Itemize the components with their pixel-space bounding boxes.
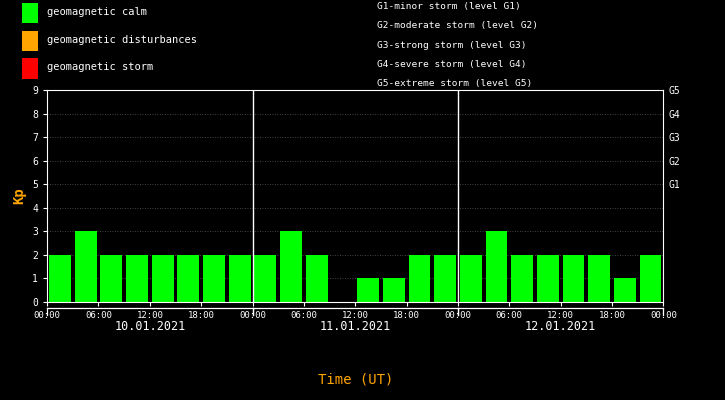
Text: G1-minor storm (level G1): G1-minor storm (level G1): [377, 2, 521, 11]
Bar: [152, 255, 173, 302]
Text: geomagnetic disturbances: geomagnetic disturbances: [47, 35, 197, 45]
Bar: [306, 255, 328, 302]
Text: G3-strong storm (level G3): G3-strong storm (level G3): [377, 40, 526, 50]
Bar: [22, 31, 38, 51]
Bar: [357, 278, 379, 302]
Text: 10.01.2021: 10.01.2021: [115, 320, 186, 334]
Bar: [408, 255, 431, 302]
Bar: [537, 255, 559, 302]
Text: geomagnetic storm: geomagnetic storm: [47, 62, 154, 72]
Text: geomagnetic calm: geomagnetic calm: [47, 7, 147, 17]
Bar: [22, 58, 38, 79]
Bar: [639, 255, 661, 302]
Bar: [460, 255, 481, 302]
Bar: [563, 255, 584, 302]
Bar: [100, 255, 123, 302]
Bar: [49, 255, 71, 302]
Bar: [126, 255, 148, 302]
Bar: [614, 278, 636, 302]
Text: 12.01.2021: 12.01.2021: [525, 320, 596, 334]
Y-axis label: Kp: Kp: [12, 188, 27, 204]
Bar: [178, 255, 199, 302]
Text: G4-severe storm (level G4): G4-severe storm (level G4): [377, 60, 526, 69]
Bar: [588, 255, 610, 302]
Bar: [486, 231, 508, 302]
Bar: [203, 255, 225, 302]
Bar: [229, 255, 251, 302]
Bar: [434, 255, 456, 302]
Text: G2-moderate storm (level G2): G2-moderate storm (level G2): [377, 21, 538, 30]
Bar: [22, 3, 38, 23]
Bar: [511, 255, 533, 302]
Bar: [254, 255, 276, 302]
Bar: [383, 278, 405, 302]
Text: G5-extreme storm (level G5): G5-extreme storm (level G5): [377, 79, 532, 88]
Bar: [280, 231, 302, 302]
Bar: [75, 231, 96, 302]
Text: Time (UT): Time (UT): [318, 372, 393, 386]
Text: 11.01.2021: 11.01.2021: [320, 320, 391, 334]
